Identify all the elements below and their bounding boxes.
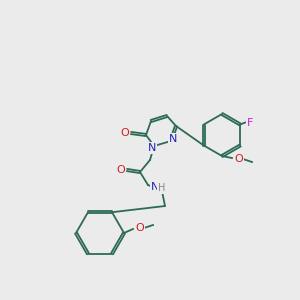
Text: O: O bbox=[117, 165, 125, 175]
Text: O: O bbox=[235, 154, 243, 164]
Text: F: F bbox=[247, 118, 253, 128]
Text: H: H bbox=[158, 183, 166, 193]
Text: N: N bbox=[151, 182, 159, 192]
Text: N: N bbox=[169, 134, 177, 144]
Text: O: O bbox=[136, 223, 144, 233]
Text: O: O bbox=[121, 128, 129, 138]
Text: N: N bbox=[148, 143, 156, 153]
